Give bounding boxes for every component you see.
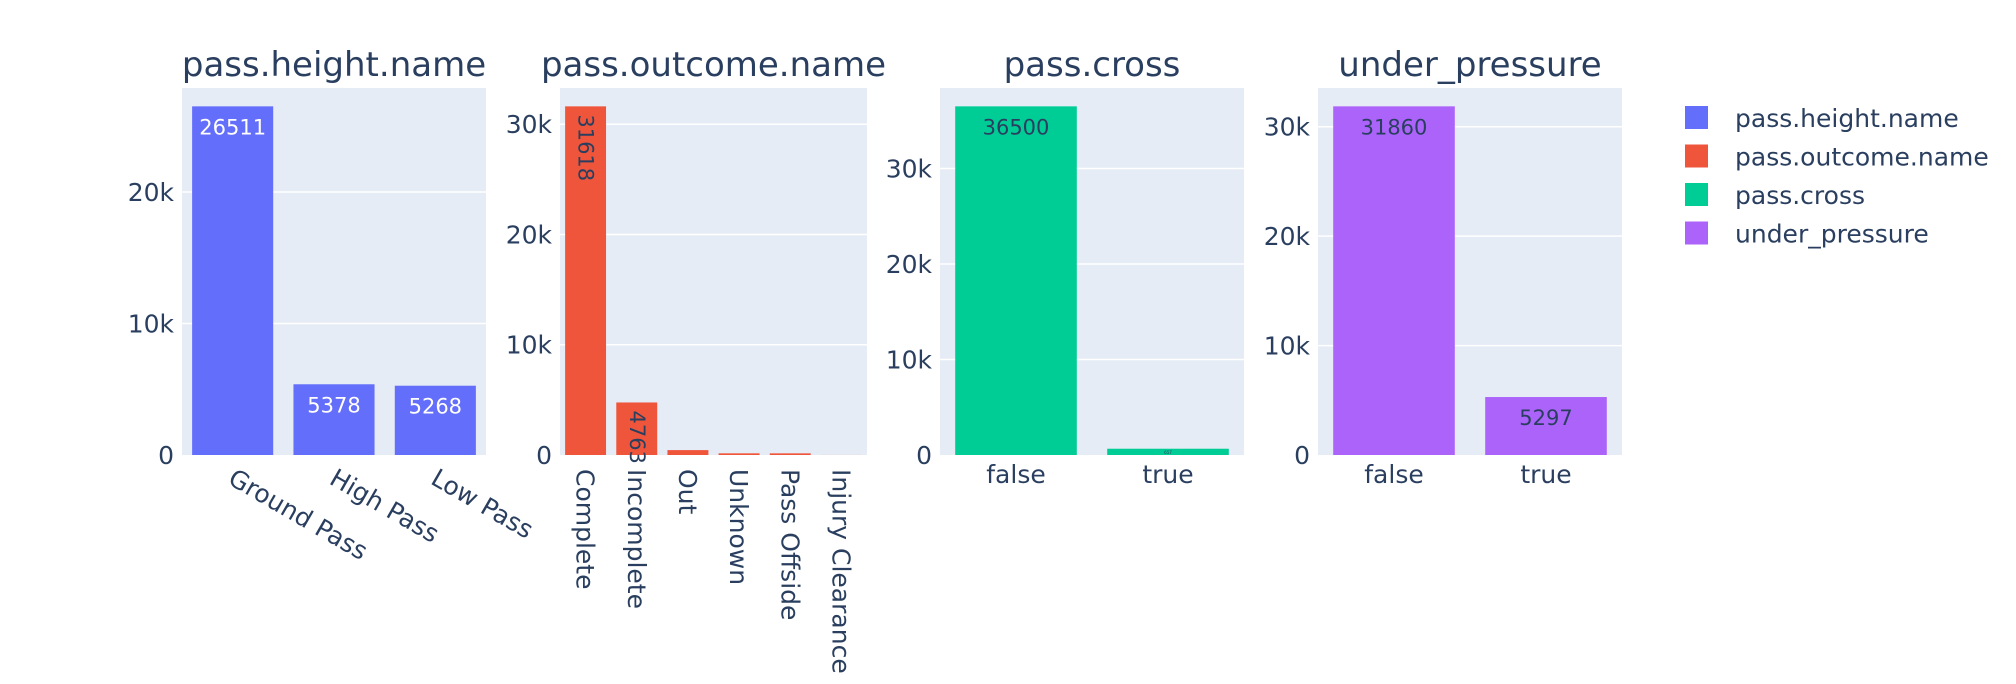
legend-item[interactable]: pass.cross bbox=[1685, 181, 1865, 210]
subplot-title: pass.height.name bbox=[182, 45, 486, 85]
x-tick-label: Pass Offside bbox=[775, 469, 804, 620]
legend-label: under_pressure bbox=[1735, 220, 1929, 249]
bar[interactable] bbox=[718, 453, 760, 455]
y-tick-label: 0 bbox=[916, 441, 932, 470]
y-tick-label: 0 bbox=[158, 441, 174, 470]
legend-label: pass.outcome.name bbox=[1735, 143, 1989, 172]
bar[interactable] bbox=[1485, 397, 1607, 455]
y-tick-label: 0 bbox=[1294, 441, 1310, 470]
subplot-1: 0 10k 20k 30k pass.outcome.name 31618 Complete… bbox=[506, 45, 886, 674]
legend-swatch bbox=[1685, 221, 1708, 245]
bar[interactable] bbox=[1107, 448, 1229, 455]
bar-value-label: 4763 bbox=[625, 410, 649, 463]
bar[interactable] bbox=[616, 402, 658, 455]
y-tick-label: 30k bbox=[1264, 113, 1311, 142]
subplot-title: under_pressure bbox=[1338, 45, 1601, 85]
bar-value-label: 5268 bbox=[409, 395, 462, 419]
bar[interactable] bbox=[394, 385, 476, 455]
x-tick-label: Incomplete bbox=[622, 469, 651, 609]
legend: pass.height.name pass.outcome.name pass.cr… bbox=[1685, 104, 1989, 249]
bar-value-label: 31860 bbox=[1361, 115, 1428, 139]
x-tick-label: false bbox=[986, 460, 1045, 489]
x-tick-label: Out bbox=[673, 469, 702, 515]
x-tick-label: true bbox=[1520, 460, 1571, 489]
bar-value-label: 26511 bbox=[199, 115, 266, 139]
legend-item[interactable]: pass.outcome.name bbox=[1685, 143, 1989, 172]
y-tick-label: 20k bbox=[128, 178, 175, 207]
legend-label: pass.cross bbox=[1735, 181, 1865, 210]
y-tick-label: 0 bbox=[536, 441, 552, 470]
x-tick-label: Unknown bbox=[724, 469, 753, 585]
x-tick-label: Injury Clearance bbox=[826, 469, 855, 674]
bar[interactable] bbox=[769, 453, 811, 455]
bar[interactable] bbox=[955, 106, 1077, 456]
legend-swatch bbox=[1685, 144, 1708, 168]
bar[interactable] bbox=[667, 450, 709, 455]
subplot-2: 0 10k 20k 30k pass.cross 36500 false 657 true bbox=[886, 45, 1244, 489]
y-tick-label: 30k bbox=[506, 110, 553, 139]
legend-label: pass.height.name bbox=[1735, 104, 1959, 133]
y-tick-label: 20k bbox=[1264, 222, 1311, 251]
subplot-title: pass.outcome.name bbox=[541, 45, 886, 85]
bar-value-label: 5297 bbox=[1519, 406, 1572, 430]
bar[interactable] bbox=[293, 384, 375, 455]
subplot-title: pass.cross bbox=[1004, 45, 1181, 85]
y-tick-label: 20k bbox=[506, 220, 553, 249]
x-tick-label: false bbox=[1364, 460, 1423, 489]
bar-value-label: 5378 bbox=[307, 393, 360, 417]
legend-item[interactable]: pass.height.name bbox=[1685, 104, 1959, 133]
legend-swatch bbox=[1685, 106, 1708, 129]
y-tick-label: 10k bbox=[128, 309, 175, 338]
bar-value-label: 657 bbox=[1164, 450, 1172, 455]
bar[interactable] bbox=[192, 106, 274, 455]
y-tick-label: 30k bbox=[886, 154, 933, 183]
legend-item[interactable]: under_pressure bbox=[1685, 220, 1929, 249]
y-tick-label: 10k bbox=[886, 345, 933, 374]
y-tick-label: 10k bbox=[506, 331, 553, 360]
bar[interactable] bbox=[1333, 106, 1455, 456]
legend-swatch bbox=[1685, 183, 1708, 206]
bar-value-label: 36500 bbox=[983, 115, 1050, 139]
x-tick-label: Low Pass bbox=[426, 463, 538, 544]
y-tick-label: 10k bbox=[1264, 332, 1311, 361]
bar-value-label: 31618 bbox=[574, 114, 598, 181]
x-tick-label: true bbox=[1142, 460, 1193, 489]
bar[interactable] bbox=[565, 106, 607, 455]
x-tick-label: Complete bbox=[571, 469, 600, 589]
subplot-3: 0 10k 20k 30k under_pressure 31860 false 5297 tr… bbox=[1264, 45, 1622, 489]
y-tick-label: 20k bbox=[886, 250, 933, 279]
plot-background bbox=[560, 88, 867, 455]
